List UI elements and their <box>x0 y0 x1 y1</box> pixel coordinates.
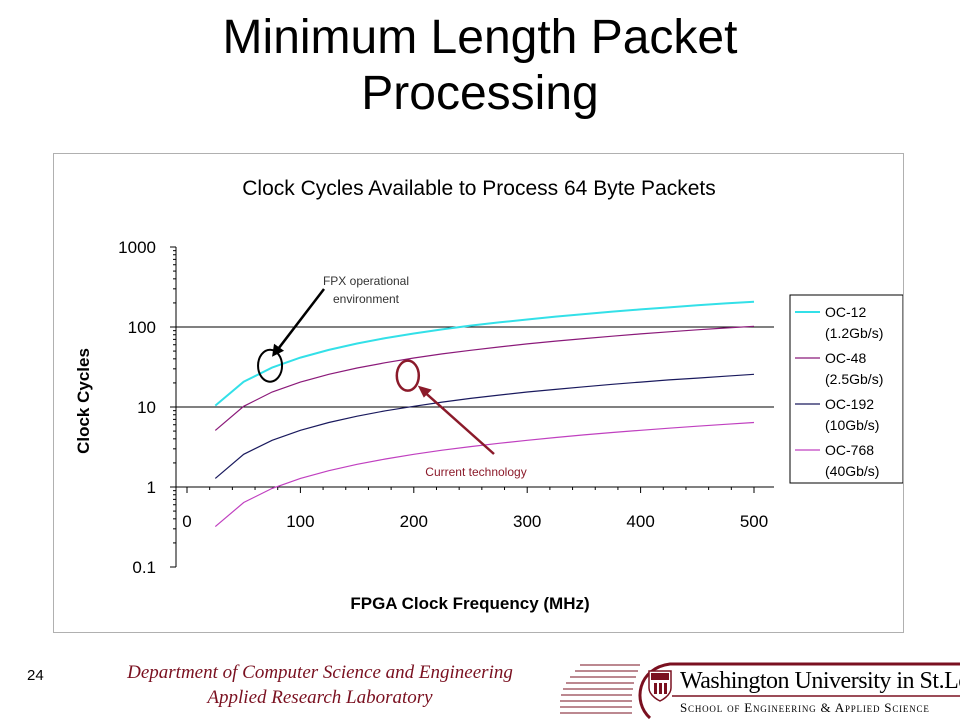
legend-label: OC-48 <box>825 350 866 366</box>
series-line-oc192 <box>214 373 755 479</box>
annotation-current-circle <box>395 359 421 392</box>
logo-school-name: School of Engineering & Applied Science <box>680 700 930 715</box>
x-tick-label: 400 <box>626 512 654 531</box>
x-tick-label: 100 <box>286 512 314 531</box>
chart-svg: Clock Cycles Available to Process 64 Byt… <box>74 177 903 613</box>
plot-layer: 1000 100 10 1 0.1 0 100 200 300 400 500 <box>118 238 774 577</box>
slide-title: Minimum Length Packet Processing <box>0 10 960 122</box>
series-line-oc12 <box>214 300 755 407</box>
logo-swoosh-lines <box>560 662 960 720</box>
university-logo: Washington University in St.Louis School… <box>560 662 960 720</box>
page-number: 24 <box>27 667 44 684</box>
legend-label: OC-768 <box>825 442 874 458</box>
annotation-fpx-arrowhead <box>272 343 285 357</box>
legend-label: (40Gb/s) <box>825 463 879 479</box>
shield-icon <box>648 670 672 702</box>
x-tick-label: 0 <box>182 512 191 531</box>
annotation-current-label: Current technology <box>425 465 526 479</box>
series-line-oc48 <box>214 325 755 431</box>
footer-line1: Department of Computer Science and Engin… <box>127 662 513 683</box>
legend-box <box>789 294 903 484</box>
y-tick-label: 1 <box>147 478 156 497</box>
y-tick-label: 1000 <box>118 238 156 257</box>
annotation-fpx-circle <box>257 348 284 383</box>
annotation-current-arrowhead <box>417 385 432 398</box>
x-tick-label: 200 <box>400 512 428 531</box>
footer-line2: Applied Research Laboratory <box>207 687 433 708</box>
legend-label: (1.2Gb/s) <box>825 325 883 341</box>
y-tick-label: 10 <box>137 398 156 417</box>
logo-university-name: Washington University in St.Louis <box>680 668 960 694</box>
annotation-fpx-arrow <box>275 288 325 353</box>
annotation-fpx-line1: FPX operational <box>323 274 409 288</box>
slide-title-line1: Minimum Length Packet <box>222 11 738 64</box>
y-axis-label: Clock Cycles <box>74 348 93 454</box>
annotation-current-arrow <box>420 388 495 455</box>
x-tick-label: 300 <box>513 512 541 531</box>
legend-label: (10Gb/s) <box>825 417 879 433</box>
x-axis-label: FPGA Clock Frequency (MHz) <box>350 594 589 613</box>
x-tick-label: 500 <box>740 512 768 531</box>
chart-frame: Clock Cycles Available to Process 64 Byt… <box>53 153 904 633</box>
annotations: FPX operational environment Current techno… <box>257 274 527 479</box>
footer-department: Department of Computer Science and Engin… <box>70 660 570 710</box>
legend-label: OC-12 <box>825 304 866 320</box>
annotation-fpx-line2: environment <box>333 292 400 306</box>
y-tick-label: 0.1 <box>132 558 156 577</box>
y-tick-label: 100 <box>128 318 156 337</box>
legend-label: OC-192 <box>825 396 874 412</box>
legend: OC-12 (1.2Gb/s) OC-48 (2.5Gb/s) OC-192 (10Gb/… <box>789 294 903 484</box>
chart-title: Clock Cycles Available to Process 64 Byt… <box>242 177 716 200</box>
legend-label: (2.5Gb/s) <box>825 371 883 387</box>
slide-title-line2: Processing <box>361 67 599 120</box>
